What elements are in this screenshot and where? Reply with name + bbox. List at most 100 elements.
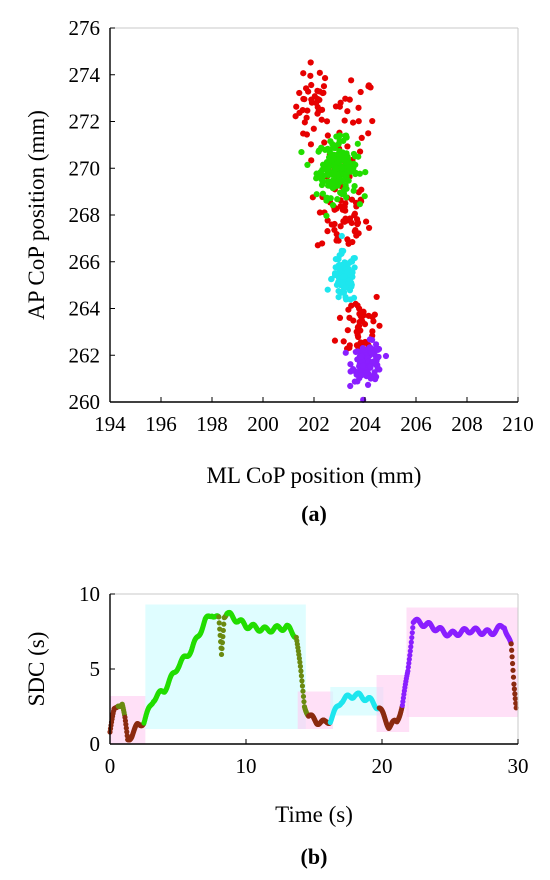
scatter-point-green [317, 173, 324, 180]
panel-b-xtick-label: 10 [236, 754, 257, 778]
scatter-point-green [334, 196, 341, 203]
panel-a-xtick-label: 204 [349, 412, 381, 436]
scatter-point-red [300, 130, 307, 137]
panel-a-xtick-label: 196 [145, 412, 177, 436]
scatter-point-cyan [342, 296, 350, 303]
scatter-point-green [341, 157, 348, 164]
sdc-point-olive [300, 688, 306, 694]
scatter-point-cyan [342, 260, 350, 267]
scatter-point-red [365, 82, 372, 89]
scatter-point-red [357, 327, 364, 334]
scatter-point-red [311, 93, 318, 100]
sdc-point-olive [220, 627, 226, 634]
scatter-point-red [321, 139, 328, 146]
scatter-point-cyan [335, 293, 342, 301]
scatter-point-green [339, 191, 346, 198]
scatter-point-red [365, 224, 373, 232]
sdc-point-purple [408, 639, 414, 645]
scatter-point-red [356, 318, 363, 326]
scatter-point-green [298, 148, 305, 156]
sdc-point-olive [298, 673, 305, 679]
panel-a-ytick-label: 264 [69, 297, 101, 321]
sdc-point-olive [219, 645, 225, 652]
scatter-point-cyan [350, 294, 358, 301]
scatter-point-red [307, 141, 315, 148]
scatter-point-red [324, 132, 331, 139]
scatter-point-purple [347, 361, 354, 368]
panel-b: 0 10 20 30 0 5 10 Time (s) SDC (s) (b) [24, 582, 529, 869]
panel-a-ytick-label: 272 [69, 110, 101, 134]
panel-a-ytick-label: 276 [69, 16, 101, 40]
scatter-point-red [302, 85, 310, 92]
scatter-point-green [346, 164, 353, 171]
sdc-point-brown [509, 654, 515, 660]
scatter-point-green [329, 179, 336, 187]
scatter-point-purple [347, 382, 354, 390]
scatter-point-purple [374, 346, 381, 354]
panel-b-xtick-label: 30 [508, 754, 529, 778]
panel-a-xtick-label: 210 [502, 412, 534, 436]
sdc-point-olive [300, 693, 307, 700]
scatter-point-red [316, 209, 324, 216]
sdc-point-olive [221, 621, 227, 627]
scatter-point-purple [358, 372, 365, 379]
scatter-point-red [331, 337, 339, 344]
scatter-point-red [356, 305, 363, 312]
scatter-point-red [321, 75, 329, 82]
sdc-point-purple [408, 644, 414, 650]
panel-a-points [292, 59, 390, 403]
panel-a-ytick-label: 270 [69, 156, 101, 180]
scatter-point-red [324, 217, 331, 224]
panel-a-ylabel: AP CoP position (mm) [24, 110, 49, 320]
scatter-point-red [355, 104, 362, 111]
sdc-point-purple [409, 634, 415, 641]
panel-b-points [107, 609, 519, 743]
scatter-point-red [300, 70, 307, 77]
scatter-point-green [333, 165, 340, 172]
scatter-point-cyan [335, 288, 342, 295]
scatter-point-red [344, 143, 351, 150]
sdc-point-brown [511, 681, 517, 687]
scatter-point-red [344, 327, 351, 334]
panel-a-xtick-label: 200 [247, 412, 279, 436]
sdc-point-purple [405, 664, 411, 670]
scatter-point-cyan [344, 268, 351, 276]
panel-a-ytick-label: 260 [69, 390, 101, 414]
panel-a-xtick-label: 202 [298, 412, 330, 436]
scatter-point-red [320, 89, 327, 96]
scatter-point-purple [359, 345, 366, 352]
scatter-point-green [351, 153, 359, 160]
panel-a-xticks: 194 196 198 200 202 204 206 208 210 [94, 397, 534, 436]
scatter-point-red [335, 237, 342, 244]
scatter-point-red [363, 218, 370, 225]
scatter-point-red [310, 125, 317, 132]
scatter-point-green [352, 161, 359, 168]
sdc-point-purple [407, 648, 413, 654]
panel-b-ytick-label: 0 [90, 732, 101, 756]
scatter-point-red [293, 103, 300, 110]
scatter-point-red [324, 228, 331, 235]
sdc-point-brown [513, 705, 519, 711]
scatter-point-purple [363, 369, 370, 376]
scatter-point-red [344, 108, 351, 115]
scatter-point-cyan [349, 269, 356, 276]
scatter-point-red [351, 228, 358, 235]
scatter-point-red [355, 118, 362, 125]
sdc-point-olive [216, 614, 222, 620]
panel-b-xlabel: Time (s) [275, 802, 353, 827]
sdc-point-purple [407, 652, 413, 658]
sdc-point-purple [410, 625, 416, 631]
scatter-point-red [318, 240, 326, 247]
scatter-point-red [336, 314, 344, 321]
scatter-point-purple [367, 363, 374, 370]
scatter-point-purple [357, 353, 365, 360]
scatter-point-red [365, 130, 372, 137]
scatter-point-green [335, 150, 342, 157]
panel-a-xtick-label: 194 [94, 412, 126, 436]
scatter-point-green [304, 161, 311, 168]
scatter-point-red [361, 321, 369, 328]
sdc-point-olive [296, 655, 302, 661]
scatter-point-green [343, 185, 350, 192]
scatter-point-red [320, 83, 328, 90]
scatter-point-red [356, 148, 364, 155]
